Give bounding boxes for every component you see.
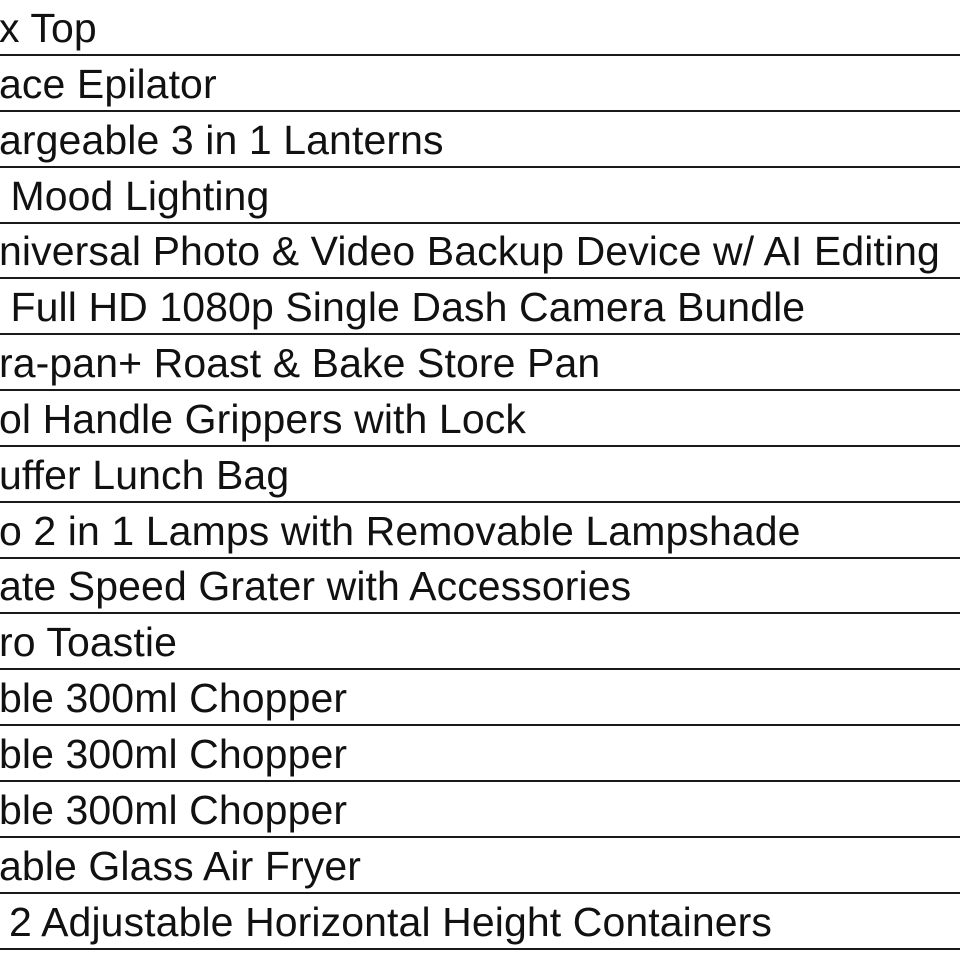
- product-name-cell: ble 300ml Chopper: [0, 675, 348, 722]
- product-name-cell: ble 300ml Chopper: [0, 730, 348, 777]
- product-name-cell: able Glass Air Fryer: [0, 842, 361, 889]
- product-name-cell: niversal Photo & Video Backup Device w/ …: [0, 228, 940, 275]
- product-name-cell: x Top: [0, 5, 97, 51]
- product-name-cell: ro Toastie: [0, 619, 178, 666]
- table-row: ble 300ml Chopper: [0, 782, 960, 838]
- product-name-cell: o 2 in 1 Lamps with Removable Lampshade: [0, 507, 801, 554]
- table-row: niversal Photo & Video Backup Device w/ …: [0, 224, 960, 280]
- product-name-cell: Mood Lighting: [0, 172, 270, 219]
- table-row: ro Toastie: [0, 614, 960, 671]
- product-name-cell: argeable 3 in 1 Lanterns: [0, 116, 444, 163]
- table-row: argeable 3 in 1 Lanterns: [0, 112, 960, 168]
- product-name-cell: ace Epilator: [0, 60, 217, 107]
- table-row: o 2 in 1 Lamps with Removable Lampshade: [0, 503, 960, 559]
- table-row: ble 300ml Chopper: [0, 670, 960, 727]
- product-name-cell: ble 300ml Chopper: [0, 786, 348, 833]
- table-row: ace Epilator: [0, 56, 960, 112]
- product-name-cell: uffer Lunch Bag: [0, 451, 290, 498]
- table-row: x Top: [0, 0, 960, 56]
- table-row: ol Handle Grippers with Lock: [0, 391, 960, 447]
- table-row: ble 300ml Chopper: [0, 726, 960, 782]
- table-row: ra-pan+ Roast & Bake Store Pan: [0, 335, 960, 392]
- product-name-cell: Full HD 1080p Single Dash Camera Bundle: [0, 284, 806, 331]
- table-row: Mood Lighting: [0, 168, 960, 224]
- product-name-cell: f 2 Adjustable Horizontal Height Contain…: [0, 898, 773, 945]
- table-row: ate Speed Grater with Accessories: [0, 559, 960, 615]
- table-row: Full HD 1080p Single Dash Camera Bundle: [0, 279, 960, 336]
- table-row: f 2 Adjustable Horizontal Height Contain…: [0, 894, 960, 950]
- product-name-cell: ate Speed Grater with Accessories: [0, 563, 632, 610]
- table-row: uffer Lunch Bag: [0, 447, 960, 503]
- product-name-cell: ol Handle Grippers with Lock: [0, 395, 526, 442]
- product-name-cell: ra-pan+ Roast & Bake Store Pan: [0, 340, 601, 387]
- table-row: able Glass Air Fryer: [0, 838, 960, 894]
